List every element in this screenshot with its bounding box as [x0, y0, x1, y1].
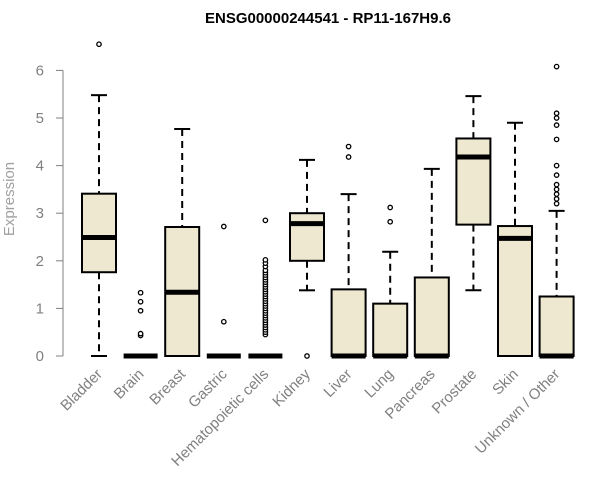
- y-axis-title: Expression: [1, 162, 18, 236]
- outlier-point: [553, 191, 560, 198]
- box: [289, 212, 325, 262]
- outlier-point: [137, 298, 144, 305]
- outlier-point: [553, 162, 560, 169]
- x-tick-label: Breast: [146, 365, 189, 408]
- outlier-point: [553, 200, 560, 207]
- box: [455, 137, 492, 226]
- box: [538, 295, 575, 357]
- outlier-point: [96, 41, 102, 48]
- outlier-point: [553, 196, 560, 202]
- box-group: [81, 41, 117, 357]
- y-tick-label: 0: [36, 348, 44, 365]
- outlier-point: [553, 122, 560, 128]
- box-group: [372, 204, 409, 359]
- outlier-point: [553, 63, 560, 70]
- y-tick-label: 2: [36, 253, 44, 270]
- box-group: [497, 121, 533, 357]
- box: [497, 225, 533, 357]
- box-group: [248, 217, 283, 359]
- outlier-point: [553, 172, 560, 178]
- chart-title: ENSG00000244541 - RP11-167H9.6: [205, 10, 451, 27]
- outlier-point: [137, 289, 144, 296]
- plot-area: [81, 41, 575, 359]
- outlier-point: [304, 353, 310, 359]
- y-tick-label: 5: [36, 110, 44, 127]
- outlier-point: [137, 307, 144, 314]
- outlier-point: [553, 115, 560, 121]
- outlier-point: [387, 204, 394, 211]
- y-tick-label: 4: [36, 158, 44, 175]
- outlier-point: [553, 186, 560, 193]
- x-tick-label: Brain: [111, 366, 148, 403]
- box-group: [455, 95, 492, 292]
- x-tick-label: Lung: [361, 366, 397, 402]
- box: [330, 288, 367, 357]
- box-group: [330, 143, 367, 359]
- outlier-point: [553, 181, 560, 188]
- box-group: [538, 63, 575, 359]
- box: [372, 302, 409, 358]
- box-group: [413, 167, 450, 359]
- box: [81, 192, 117, 274]
- box-group: [289, 158, 325, 359]
- x-tick-label: Bladder: [57, 366, 106, 415]
- y-tick-label: 3: [36, 205, 44, 222]
- y-tick-label: 6: [36, 62, 44, 79]
- x-tick-label: Kidney: [269, 365, 314, 410]
- x-tick-label: Prostate: [429, 366, 481, 418]
- box: [413, 276, 450, 357]
- y-axis: 0 1 2 3 4 5 6: [36, 62, 64, 365]
- outlier-point: [220, 318, 227, 325]
- outlier-point: [553, 136, 560, 143]
- outlier-point: [137, 330, 144, 337]
- outlier-point: [262, 217, 269, 224]
- y-tick-label: 1: [36, 300, 44, 317]
- outlier-point: [387, 218, 394, 225]
- box-group: [206, 223, 241, 359]
- outlier-point: [262, 256, 269, 263]
- outlier-point: [345, 154, 352, 160]
- outlier-point: [345, 143, 352, 150]
- x-tick-label: Skin: [489, 366, 522, 399]
- box-group: [123, 289, 158, 359]
- box-group: [164, 127, 201, 357]
- outlier-point: [553, 110, 560, 117]
- outlier-point: [220, 223, 227, 230]
- x-tick-label: Liver: [320, 366, 355, 401]
